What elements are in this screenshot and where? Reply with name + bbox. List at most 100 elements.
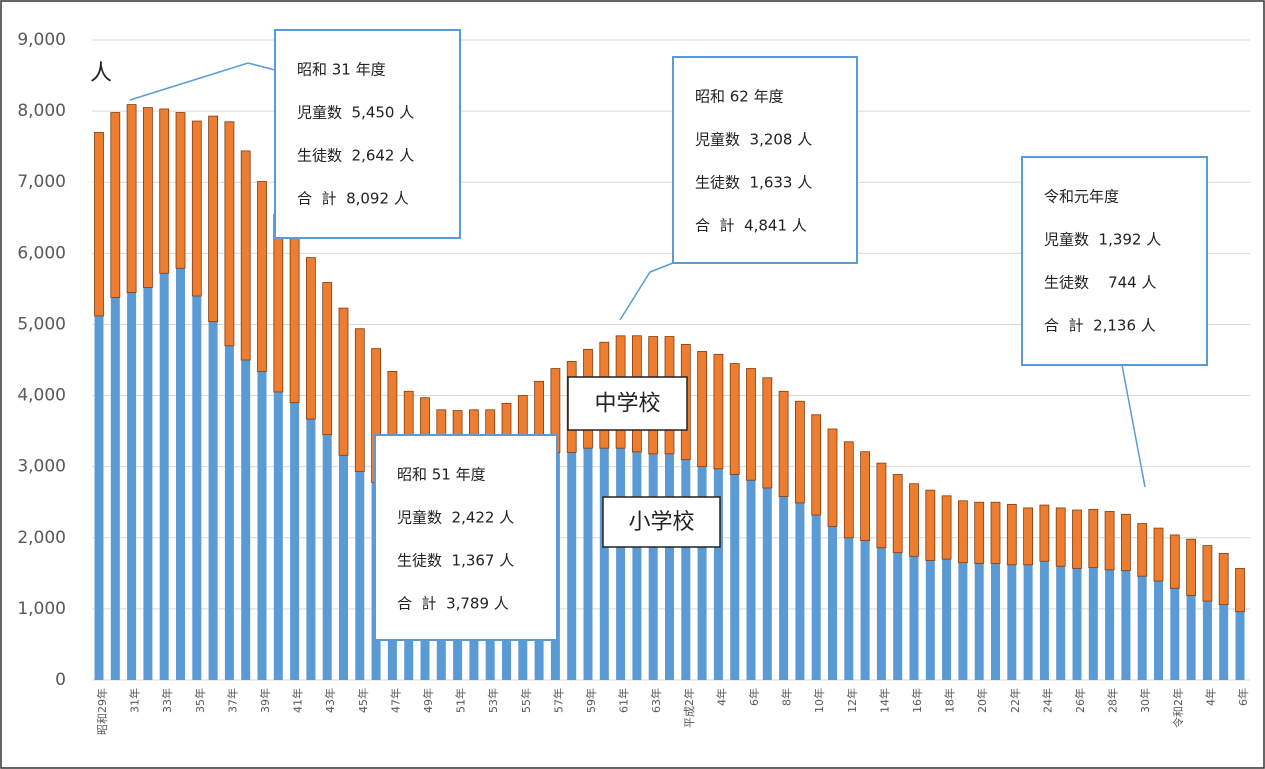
y-tick-label: 3,000	[17, 457, 66, 477]
bar-segment	[127, 292, 137, 680]
bar-segment	[1170, 588, 1180, 680]
callout-text: 合 計 4,841 人	[695, 217, 807, 235]
x-tick-label: 55年	[519, 688, 533, 713]
bar-segment	[338, 307, 349, 456]
bar-segment	[208, 321, 218, 680]
bar-segment	[257, 371, 267, 680]
bar-segment	[1056, 566, 1066, 680]
x-tick-label: 10年	[812, 688, 826, 713]
bar-segment	[909, 556, 919, 680]
x-tick-label: 昭和29年	[95, 688, 109, 735]
bar-segment	[94, 315, 104, 680]
x-tick-label: 令和2年	[1171, 688, 1185, 728]
x-tick-label: 平成2年	[682, 688, 696, 728]
bar-segment	[1219, 604, 1229, 680]
bar-segment	[1088, 567, 1098, 680]
bar-segment	[191, 120, 202, 297]
callout-text: 児童数 3,208 人	[695, 131, 812, 149]
bar-segment	[339, 455, 348, 680]
bar-segment	[1088, 508, 1099, 569]
bar-segment	[1154, 581, 1163, 680]
x-tick-label: 51年	[454, 688, 468, 713]
x-tick-label: 26年	[1073, 688, 1087, 713]
bar-segment	[779, 496, 789, 680]
bar-segment	[941, 495, 952, 560]
callout-text: 合 計 8,092 人	[297, 190, 409, 208]
bar-segment	[175, 112, 186, 269]
x-tick-label: 33年	[160, 688, 174, 713]
bar-segment	[1104, 511, 1115, 571]
bar-segment	[224, 345, 234, 680]
x-tick-label: 47年	[388, 688, 402, 713]
bar-segment	[1121, 513, 1131, 571]
bar-segment	[860, 540, 870, 680]
bar-segment	[616, 448, 626, 680]
bar-segment	[844, 537, 854, 680]
x-tick-label: 6年	[747, 688, 761, 706]
bar-segment	[1202, 601, 1212, 680]
bar-segment	[1235, 611, 1245, 680]
bar-segment	[110, 297, 120, 680]
bar-segment	[1023, 564, 1033, 680]
bar-segment	[1186, 595, 1196, 680]
x-tick-label: 35年	[193, 688, 207, 713]
bar-segment	[1055, 507, 1066, 567]
bar-segment	[762, 377, 773, 489]
bar-segment	[176, 268, 185, 680]
bar-segment	[583, 448, 593, 680]
bar-segment	[1072, 509, 1082, 569]
x-tick-label: 49年	[421, 688, 435, 713]
bar-segment	[192, 296, 202, 680]
bar-segment	[746, 368, 756, 481]
bar-segment	[224, 121, 235, 347]
series-label: 小学校	[628, 510, 694, 535]
x-tick-label: 41年	[291, 688, 305, 713]
bar-segment	[1023, 507, 1033, 566]
bar-segment	[730, 474, 740, 680]
x-tick-label: 6年	[1236, 688, 1250, 706]
bar-segment	[925, 560, 935, 680]
y-tick-label: 0	[55, 670, 66, 690]
bar-segment	[991, 563, 1000, 680]
bar-segment	[942, 559, 952, 680]
callout-text: 合 計 3,789 人	[397, 595, 509, 613]
x-tick-label: 28年	[1106, 688, 1120, 713]
bar-segment	[241, 360, 251, 680]
bar-segment	[126, 104, 137, 293]
bar-segment	[322, 282, 333, 436]
y-tick-label: 7,000	[17, 172, 66, 192]
bar-segment	[795, 400, 805, 504]
y-tick-label: 4,000	[17, 386, 66, 406]
x-tick-label: 43年	[323, 688, 337, 713]
bar-segment	[681, 459, 691, 680]
callout-text: 児童数 5,450 人	[297, 104, 414, 122]
bar-segment	[305, 257, 316, 420]
bar-segment	[713, 353, 724, 470]
x-tick-label: 22年	[1008, 688, 1022, 713]
x-tick-label: 31年	[128, 688, 142, 713]
bar-segment	[273, 392, 283, 680]
y-tick-label: 1,000	[17, 599, 66, 619]
bar-segment	[632, 451, 642, 680]
bar-segment	[208, 115, 219, 322]
y-tick-label: 8,000	[17, 101, 66, 121]
bar-segment	[290, 402, 300, 680]
x-tick-label: 61年	[617, 688, 631, 713]
bar-segment	[665, 453, 674, 680]
bar-segment	[1137, 576, 1147, 680]
bar-segment	[697, 466, 707, 680]
x-tick-label: 20年	[975, 688, 989, 713]
callout-text: 生徒数 744 人	[1044, 274, 1156, 292]
bar-segment	[273, 213, 284, 393]
bar-segment	[909, 483, 919, 557]
callout-box	[274, 29, 461, 239]
bar-segment	[143, 287, 153, 680]
x-tick-label: 53年	[486, 688, 500, 713]
bar-segment	[958, 562, 968, 680]
bar-segment	[1039, 504, 1050, 562]
bar-segment	[142, 107, 153, 288]
bar-segment	[1169, 534, 1180, 589]
bar-segment	[811, 515, 821, 680]
bar-segment	[1007, 564, 1017, 680]
y-tick-label: 6,000	[17, 243, 66, 263]
